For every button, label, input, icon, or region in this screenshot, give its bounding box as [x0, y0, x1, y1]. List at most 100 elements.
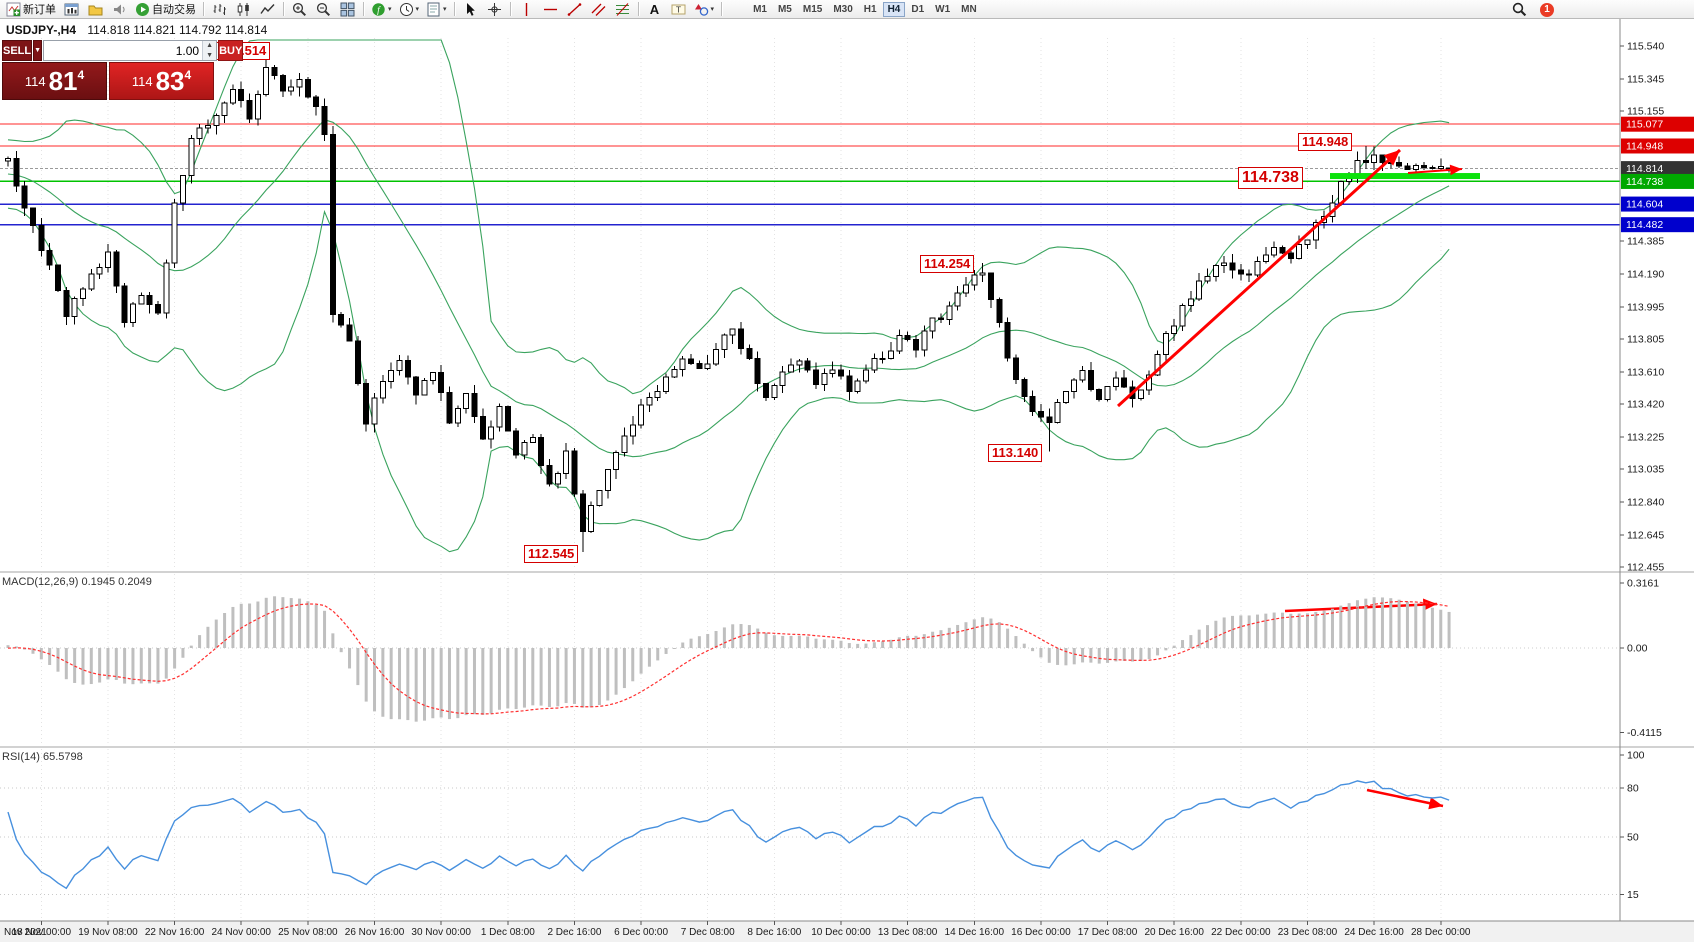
rsi-indicator-label: RSI(14) 65.5798 — [2, 751, 83, 763]
crosshair-button[interactable] — [483, 1, 506, 18]
alerts-button[interactable] — [108, 1, 131, 18]
svg-text:17 Dec 08:00: 17 Dec 08:00 — [1078, 927, 1138, 938]
svg-text:113.610: 113.610 — [1627, 366, 1664, 378]
bar-chart-button[interactable] — [208, 1, 231, 18]
cursor-button[interactable] — [459, 1, 482, 18]
timeframe-m1[interactable]: M1 — [748, 2, 772, 17]
clock-icon — [399, 2, 414, 17]
svg-text:115.077: 115.077 — [1626, 119, 1663, 131]
indicators-button[interactable]: f ▾ — [368, 1, 395, 18]
search-icon[interactable] — [1512, 2, 1527, 17]
linechart-icon — [260, 2, 275, 17]
price-label-114-738[interactable]: 114.738 — [1238, 167, 1303, 189]
new-order-icon — [6, 2, 21, 17]
buy-button[interactable]: BUY — [218, 40, 244, 61]
hline-icon — [543, 2, 558, 17]
zoom-out-icon — [316, 2, 331, 17]
price-label-112-545[interactable]: 112.545 — [524, 545, 579, 564]
timeframe-d1[interactable]: D1 — [906, 2, 929, 17]
volume-spinner: ▲ ▼ — [202, 41, 217, 60]
line-chart-button[interactable] — [256, 1, 279, 18]
timeframe-m30[interactable]: M30 — [828, 2, 857, 17]
rsi-axis[interactable]: 100 80 50 15 — [1620, 750, 1645, 901]
timeframe-w1[interactable]: W1 — [930, 2, 955, 17]
timeframe-m15[interactable]: M15 — [798, 2, 827, 17]
svg-text:Nov 2021: Nov 2021 — [4, 927, 47, 938]
price-axis[interactable]: 115.540 115.345 115.155 114.385 114.190 113.9… — [1620, 41, 1694, 574]
volume-input[interactable] — [44, 41, 203, 60]
tiles-icon — [340, 2, 355, 17]
svg-text:0.00: 0.00 — [1627, 643, 1648, 655]
sell-price-main: 81 — [48, 66, 78, 96]
svg-text:f: f — [377, 5, 381, 16]
timeframe-m5[interactable]: M5 — [773, 2, 797, 17]
buy-price-main: 83 — [155, 66, 185, 96]
timeframe-toolbar: M1 M5 M15 M30 H1 H4 D1 W1 MN — [748, 1, 982, 17]
svg-text:16 Dec 00:00: 16 Dec 00:00 — [1011, 927, 1071, 938]
one-click-trading-panel: SELL ▼ ▲ ▼ BUY 114 81 4 114 83 4 — [2, 40, 244, 100]
order-type-dropdown[interactable]: ▼ — [33, 40, 43, 61]
timeframe-mn[interactable]: MN — [956, 2, 982, 17]
price-label-113-140[interactable]: 113.140 — [988, 444, 1043, 463]
horizontal-level-lines[interactable] — [0, 123, 1620, 226]
svg-text:2 Dec 16:00: 2 Dec 16:00 — [547, 927, 601, 938]
text-label-button[interactable]: T — [667, 1, 690, 18]
chart-window-button[interactable] — [60, 1, 83, 18]
svg-text:22 Nov 16:00: 22 Nov 16:00 — [145, 927, 205, 938]
svg-text:14 Dec 16:00: 14 Dec 16:00 — [945, 927, 1005, 938]
svg-text:80: 80 — [1627, 782, 1639, 794]
templates-button[interactable]: ▾ — [423, 1, 450, 18]
price-label-114-948[interactable]: 114.948 — [1298, 133, 1353, 152]
candlestick-chart-button[interactable] — [232, 1, 255, 18]
fibonacci-retracement-button[interactable] — [611, 1, 634, 18]
sell-price-prefix: 114 — [24, 73, 46, 89]
sell-button[interactable]: SELL — [2, 40, 33, 61]
buy-price-prefix: 114 — [131, 73, 153, 89]
volume-up-icon[interactable]: ▲ — [206, 42, 214, 49]
shapes-icon — [694, 2, 709, 17]
macd-axis[interactable]: 0.3161 0.00 -0.4115 — [1620, 578, 1662, 739]
toolbar-right-icons: 1 — [1512, 2, 1554, 17]
chevron-down-icon: ▾ — [388, 6, 392, 13]
buy-price-button[interactable]: 114 83 4 — [109, 62, 214, 100]
sell-price-button[interactable]: 114 81 4 — [2, 62, 107, 100]
trend-arrows[interactable] — [1116, 148, 1463, 810]
new-order-button[interactable]: 新订单 — [3, 1, 59, 18]
autotrading-button[interactable]: 自动交易 — [132, 1, 199, 18]
text-button[interactable]: A — [643, 1, 666, 18]
svg-text:7 Dec 08:00: 7 Dec 08:00 — [681, 927, 735, 938]
crosshair-icon — [487, 2, 502, 17]
periods-button[interactable]: ▾ — [396, 1, 423, 18]
green-support-zone[interactable] — [1330, 173, 1480, 180]
timeframe-h1[interactable]: H1 — [859, 2, 882, 17]
folder-icon — [88, 2, 103, 17]
svg-text:23 Dec 08:00: 23 Dec 08:00 — [1278, 927, 1338, 938]
sound-icon — [112, 2, 127, 17]
trendline-button[interactable] — [563, 1, 586, 18]
tile-windows-button[interactable] — [336, 1, 359, 18]
bollinger-lower — [7, 207, 1450, 553]
svg-text:115.540: 115.540 — [1627, 41, 1664, 53]
svg-text:20 Dec 16:00: 20 Dec 16:00 — [1144, 927, 1204, 938]
timeframe-h4[interactable]: H4 — [882, 1, 906, 17]
notification-badge[interactable]: 1 — [1540, 2, 1554, 17]
price-label-114-254[interactable]: 114.254 — [920, 255, 975, 274]
svg-text:50: 50 — [1627, 832, 1639, 844]
vertical-line-button[interactable] — [515, 1, 538, 18]
horizontal-line-button[interactable] — [539, 1, 562, 18]
toolbar-separator — [509, 2, 511, 16]
svg-text:25 Nov 08:00: 25 Nov 08:00 — [278, 927, 338, 938]
sell-price-pip: 4 — [77, 68, 85, 82]
equidistant-channel-button[interactable] — [587, 1, 610, 18]
template-icon — [426, 2, 441, 17]
profiles-button[interactable] — [84, 1, 107, 18]
top-toolbar: 新订单 自动交易 f ▾ ▾ ▾ A T ▾ M1 M5 M15 M30 H1 H4 D1 W1 MN 1 — [0, 0, 1694, 19]
zoom-in-button[interactable] — [288, 1, 311, 18]
volume-down-icon[interactable]: ▼ — [206, 51, 214, 59]
toolbar-separator — [637, 2, 639, 16]
symbol-period-label: USDJPY-,H4 — [6, 23, 77, 37]
zoom-out-button[interactable] — [312, 1, 335, 18]
arrows-button[interactable]: ▾ — [691, 1, 718, 18]
